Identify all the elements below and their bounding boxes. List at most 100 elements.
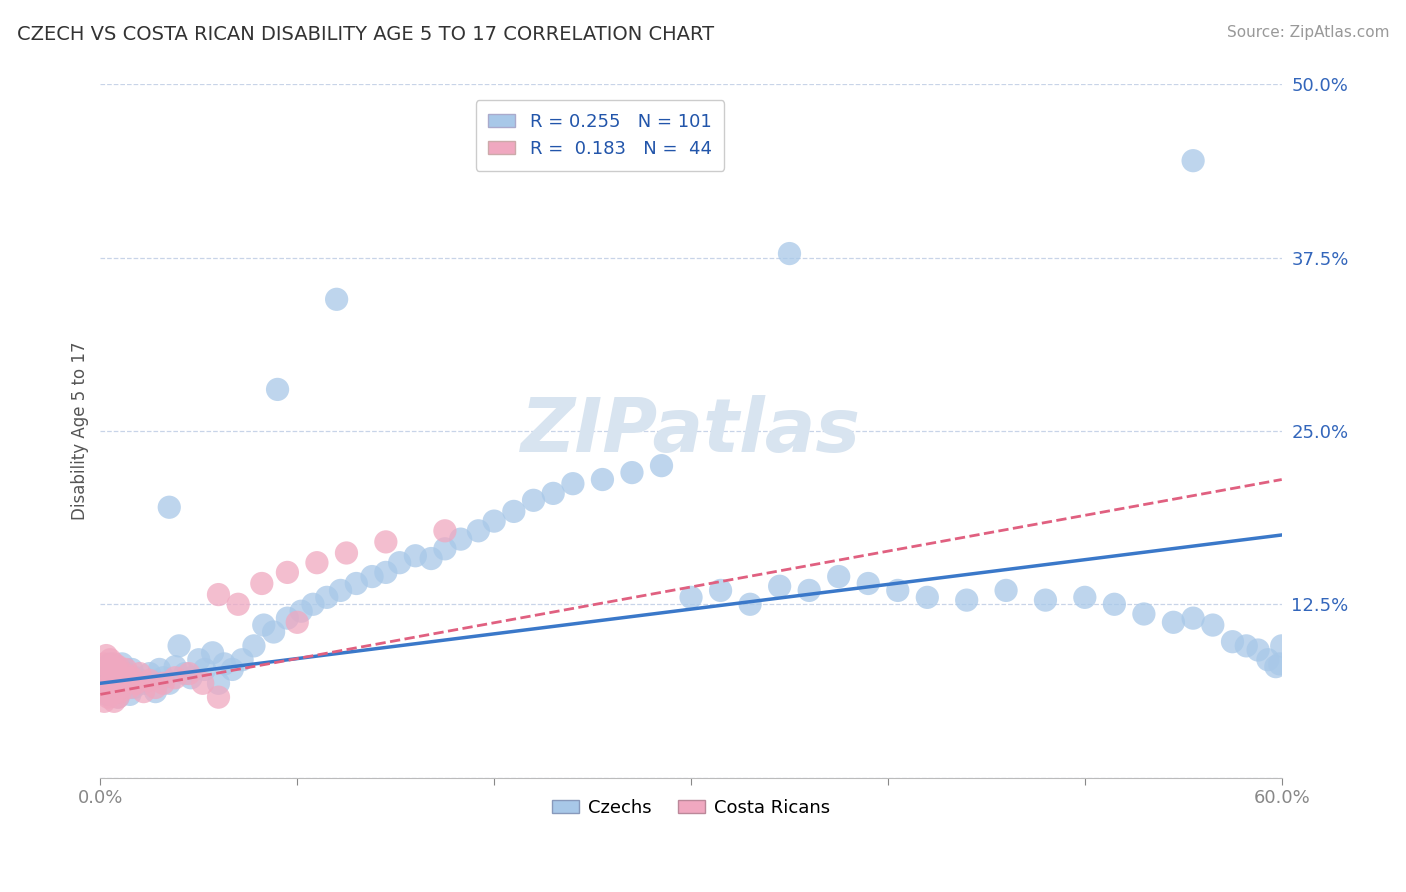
Point <box>101 666 124 681</box>
Point <box>93 671 115 685</box>
Point <box>93 694 115 708</box>
Point <box>157 676 180 690</box>
Point <box>1035 593 1057 607</box>
Point <box>522 493 544 508</box>
Point <box>191 676 214 690</box>
Point <box>828 569 851 583</box>
Point <box>103 671 125 685</box>
Point <box>165 671 187 685</box>
Text: Source: ZipAtlas.com: Source: ZipAtlas.com <box>1226 25 1389 40</box>
Point <box>105 659 128 673</box>
Point <box>145 684 167 698</box>
Point <box>96 687 118 701</box>
Point <box>118 687 141 701</box>
Point <box>97 662 120 676</box>
Point <box>128 673 150 688</box>
Point <box>98 657 121 671</box>
Point <box>93 657 115 671</box>
Point <box>263 625 285 640</box>
Point <box>335 546 357 560</box>
Point <box>250 576 273 591</box>
Point <box>138 673 160 688</box>
Point <box>1163 615 1185 630</box>
Legend: Czechs, Costa Ricans: Czechs, Costa Ricans <box>544 791 838 824</box>
Point <box>502 504 524 518</box>
Point <box>165 659 187 673</box>
Point <box>207 690 229 705</box>
Point <box>1234 639 1257 653</box>
Point <box>107 690 129 705</box>
Point <box>917 591 939 605</box>
Point <box>96 648 118 663</box>
Point <box>1264 659 1286 673</box>
Point <box>740 597 762 611</box>
Point <box>467 524 489 538</box>
Point <box>128 666 150 681</box>
Point <box>108 671 131 685</box>
Point <box>105 676 128 690</box>
Point <box>132 684 155 698</box>
Point <box>112 673 135 688</box>
Point <box>541 486 564 500</box>
Point <box>276 566 298 580</box>
Point <box>433 541 456 556</box>
Point <box>1074 591 1097 605</box>
Point <box>103 684 125 698</box>
Point <box>98 676 121 690</box>
Point <box>115 662 138 676</box>
Point <box>799 583 821 598</box>
Point <box>482 514 505 528</box>
Point <box>91 681 114 695</box>
Point <box>125 676 148 690</box>
Y-axis label: Disability Age 5 to 17: Disability Age 5 to 17 <box>72 342 89 520</box>
Point <box>98 673 121 688</box>
Point <box>1133 607 1156 621</box>
Point <box>138 666 160 681</box>
Point <box>561 476 583 491</box>
Point <box>226 597 249 611</box>
Point <box>388 556 411 570</box>
Point <box>709 583 731 598</box>
Point <box>174 666 197 681</box>
Point <box>221 662 243 676</box>
Point <box>121 662 143 676</box>
Point <box>111 676 134 690</box>
Point <box>769 579 792 593</box>
Point <box>115 676 138 690</box>
Point <box>201 646 224 660</box>
Point <box>167 639 190 653</box>
Point <box>1247 643 1270 657</box>
Point <box>1222 634 1244 648</box>
Point <box>112 666 135 681</box>
Point <box>105 662 128 676</box>
Point <box>107 690 129 705</box>
Point <box>361 569 384 583</box>
Point <box>956 593 979 607</box>
Point <box>374 566 396 580</box>
Point <box>152 676 174 690</box>
Point <box>433 524 456 538</box>
Point <box>187 653 209 667</box>
Point <box>858 576 880 591</box>
Point <box>96 681 118 695</box>
Point <box>1268 657 1291 671</box>
Point <box>1257 653 1279 667</box>
Text: CZECH VS COSTA RICAN DISABILITY AGE 5 TO 17 CORRELATION CHART: CZECH VS COSTA RICAN DISABILITY AGE 5 TO… <box>17 25 714 44</box>
Point <box>243 639 266 653</box>
Point <box>97 666 120 681</box>
Point <box>1182 611 1205 625</box>
Point <box>112 665 135 680</box>
Point <box>1182 153 1205 168</box>
Point <box>96 659 118 673</box>
Point <box>779 246 801 260</box>
Point <box>591 473 613 487</box>
Point <box>679 591 702 605</box>
Point <box>107 659 129 673</box>
Point <box>103 657 125 671</box>
Point <box>620 466 643 480</box>
Point <box>117 666 139 681</box>
Point <box>266 383 288 397</box>
Point <box>91 666 114 681</box>
Point <box>98 653 121 667</box>
Point <box>121 671 143 685</box>
